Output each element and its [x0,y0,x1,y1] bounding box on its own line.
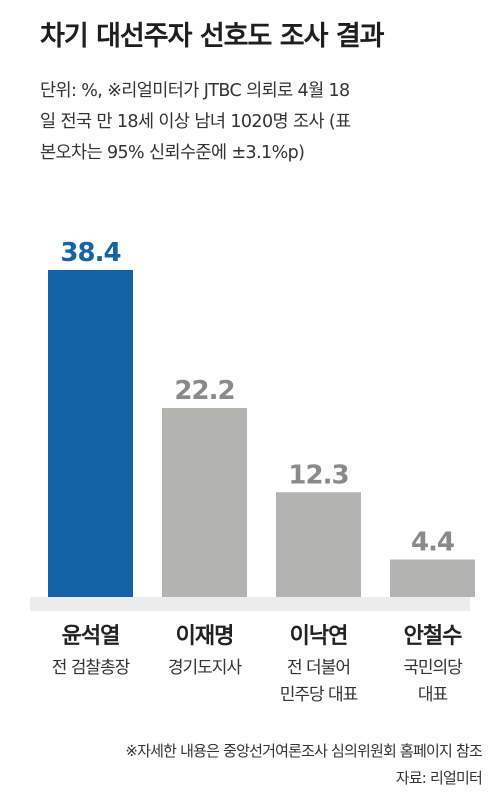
baseline-shadow [30,597,470,611]
category-sublabel-3-1: 전 더불어 [287,658,350,678]
category-label-1: 윤석열 [62,624,120,649]
bar-1 [48,270,133,597]
value-label-2: 22.2 [174,376,234,406]
category-sublabel-2-1: 경기도지사 [168,658,243,678]
value-label-4: 4.4 [411,528,454,558]
category-sublabel-1-1: 전 검찰총장 [52,658,131,678]
footnote-note: ※자세한 내용은 중앙선거여론조사 심의위원회 홈페이지 참조 [125,742,482,760]
subtitle-line-3: 본오차는 95% 신뢰수준에 ±3.1%p) [40,143,305,163]
category-label-2: 이재명 [176,624,234,649]
bar-3 [276,492,361,597]
category-sublabel-3-2: 민주당 대표 [280,685,358,705]
category-label-3: 이낙연 [290,624,348,649]
chart-subtitle: 단위: %, ※리얼미터가 JTBC 의뢰로 4월 18 일 전국 만 18세 … [40,76,480,169]
subtitle-line-1: 단위: %, ※리얼미터가 JTBC 의뢰로 4월 18 [40,81,350,101]
category-sublabel-4-1: 국민의당 [403,658,463,678]
subtitle-line-2: 일 전국 만 18세 이상 남녀 1020명 조사 (표 [40,112,351,132]
value-label-1: 38.4 [60,238,120,268]
value-label-3: 12.3 [288,460,348,490]
category-label-4: 안철수 [404,624,462,649]
footnote-source: 자료: 리얼미터 [395,769,483,787]
chart-title: 차기 대선주자 선호도 조사 결과 [40,21,385,52]
bar-4 [390,559,475,597]
bar-2 [162,407,247,597]
category-sublabel-4-2: 대표 [418,685,448,705]
